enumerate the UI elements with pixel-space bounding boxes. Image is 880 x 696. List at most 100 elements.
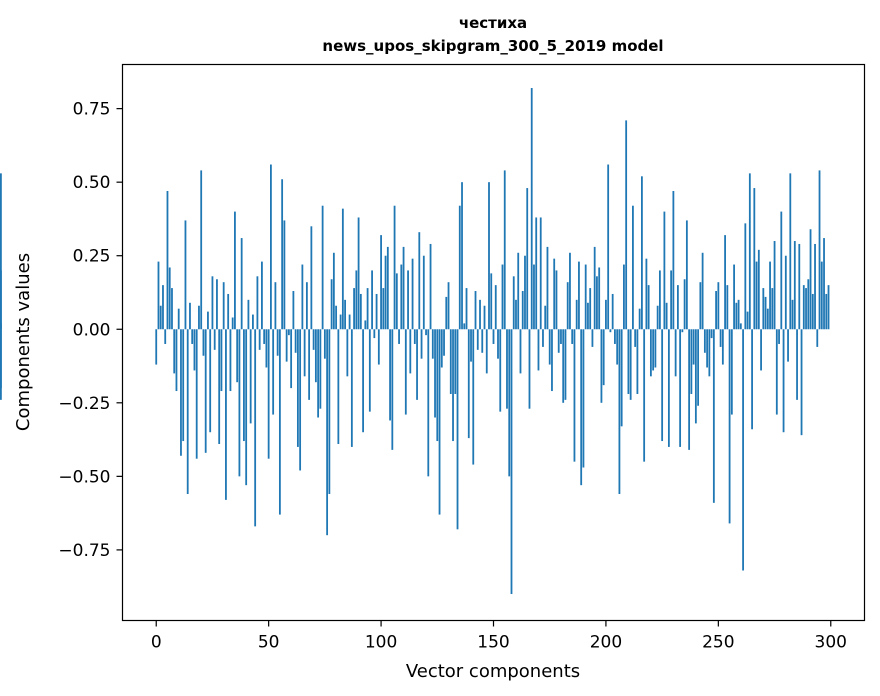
chart-title-line1: честиха [459, 14, 527, 32]
bar [510, 329, 513, 595]
bar [674, 329, 677, 377]
bar [643, 329, 646, 462]
bar [312, 329, 315, 350]
bar [166, 191, 169, 330]
bar [778, 329, 780, 344]
bar [323, 329, 326, 359]
bar [227, 293, 230, 330]
bar [467, 329, 470, 439]
bar [465, 288, 468, 330]
bar [292, 291, 295, 330]
bar [375, 293, 378, 330]
bar [764, 296, 767, 330]
bar [278, 329, 281, 515]
bar [335, 305, 338, 330]
x-tick-label: 250 [702, 633, 734, 653]
bar [584, 264, 587, 330]
bar [398, 329, 400, 344]
bar [485, 329, 488, 374]
bar [296, 329, 299, 447]
bar [481, 329, 484, 353]
bar [326, 329, 329, 536]
x-axis-label: Vector components [406, 661, 580, 682]
bar [362, 329, 364, 433]
bar [416, 329, 418, 400]
bar [276, 329, 279, 356]
bar [470, 329, 472, 362]
x-tick-label: 0 [151, 633, 162, 653]
bar [784, 255, 787, 330]
bar [270, 164, 272, 330]
bar [456, 329, 459, 530]
bar [688, 329, 691, 450]
bar [180, 329, 182, 456]
bar [503, 170, 506, 330]
bar [341, 208, 344, 330]
bar [560, 329, 562, 344]
bar [694, 329, 697, 424]
bar [422, 255, 425, 330]
bar [690, 329, 693, 394]
bar [649, 329, 652, 377]
bar [407, 270, 409, 330]
bar [539, 217, 542, 330]
bar [647, 285, 650, 330]
bar [526, 188, 529, 330]
bar [501, 264, 504, 330]
bar [474, 291, 477, 330]
bar [229, 329, 232, 392]
bar [344, 299, 346, 330]
bar [548, 329, 551, 365]
bar [715, 291, 717, 330]
bar [679, 329, 682, 447]
bar [290, 329, 293, 389]
bar [681, 329, 684, 333]
bar [155, 329, 158, 365]
bar [685, 220, 688, 330]
bar [533, 264, 535, 330]
bar [350, 329, 353, 447]
bar [218, 329, 221, 444]
bar [823, 238, 825, 330]
bar [494, 285, 497, 330]
bar [182, 329, 185, 442]
bar [400, 264, 403, 330]
bar [742, 329, 744, 571]
bar [733, 264, 735, 330]
bar [566, 282, 569, 330]
bar [645, 258, 648, 330]
bar [366, 288, 369, 330]
bar [373, 329, 376, 339]
bar [564, 329, 567, 400]
bar [530, 88, 533, 330]
bar [773, 241, 776, 330]
bar [544, 305, 547, 330]
bar [319, 329, 322, 409]
bar [780, 211, 783, 330]
bar [598, 267, 601, 330]
bar [724, 235, 726, 330]
bar [766, 308, 769, 330]
bar [395, 273, 398, 330]
bar [755, 261, 758, 330]
bar [299, 329, 302, 471]
bar [683, 279, 686, 330]
bar [519, 329, 522, 374]
bar [409, 329, 412, 374]
bar [231, 317, 234, 330]
bar [524, 255, 526, 330]
chart-title-line2: news_upos_skipgram_300_5_2019 model [322, 37, 663, 55]
bar [744, 223, 747, 330]
bar [710, 329, 713, 339]
y-tick-label: −0.25 [58, 394, 110, 414]
bar [443, 329, 445, 356]
bar [578, 261, 580, 330]
bar [198, 305, 200, 330]
bar [512, 276, 515, 330]
bar [800, 329, 803, 436]
bar [195, 329, 198, 459]
bar [234, 211, 236, 330]
bar [611, 293, 614, 330]
bar [328, 329, 331, 494]
bar [283, 220, 286, 330]
